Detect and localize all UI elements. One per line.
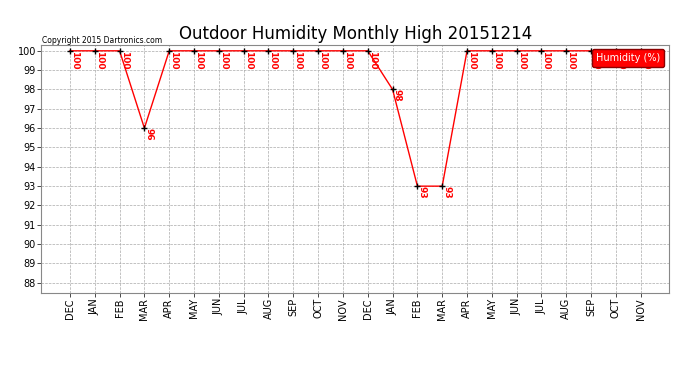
Text: 100: 100 <box>517 51 526 69</box>
Text: 100: 100 <box>467 51 476 69</box>
Text: 96: 96 <box>144 128 153 141</box>
Text: 100: 100 <box>343 51 352 69</box>
Text: 100: 100 <box>70 51 79 69</box>
Title: Outdoor Humidity Monthly High 20151214: Outdoor Humidity Monthly High 20151214 <box>179 26 532 44</box>
Text: 100: 100 <box>591 51 600 69</box>
Text: 98: 98 <box>393 90 402 102</box>
Text: 93: 93 <box>442 186 451 199</box>
Text: 100: 100 <box>119 51 128 69</box>
Text: 100: 100 <box>219 51 228 69</box>
Text: 100: 100 <box>616 51 625 69</box>
Legend: Humidity (%): Humidity (%) <box>593 50 664 67</box>
Text: Copyright 2015 Dartronics.com: Copyright 2015 Dartronics.com <box>42 36 162 45</box>
Text: 93: 93 <box>417 186 426 199</box>
Text: 100: 100 <box>542 51 551 69</box>
Text: 100: 100 <box>95 51 103 69</box>
Text: 100: 100 <box>318 51 327 69</box>
Text: 100: 100 <box>244 51 253 69</box>
Text: 100: 100 <box>268 51 277 69</box>
Text: 100: 100 <box>368 51 377 69</box>
Text: 100: 100 <box>293 51 302 69</box>
Text: 100: 100 <box>566 51 575 69</box>
Text: 100: 100 <box>641 51 650 69</box>
Text: 100: 100 <box>169 51 178 69</box>
Text: 100: 100 <box>194 51 203 69</box>
Text: 100: 100 <box>492 51 501 69</box>
